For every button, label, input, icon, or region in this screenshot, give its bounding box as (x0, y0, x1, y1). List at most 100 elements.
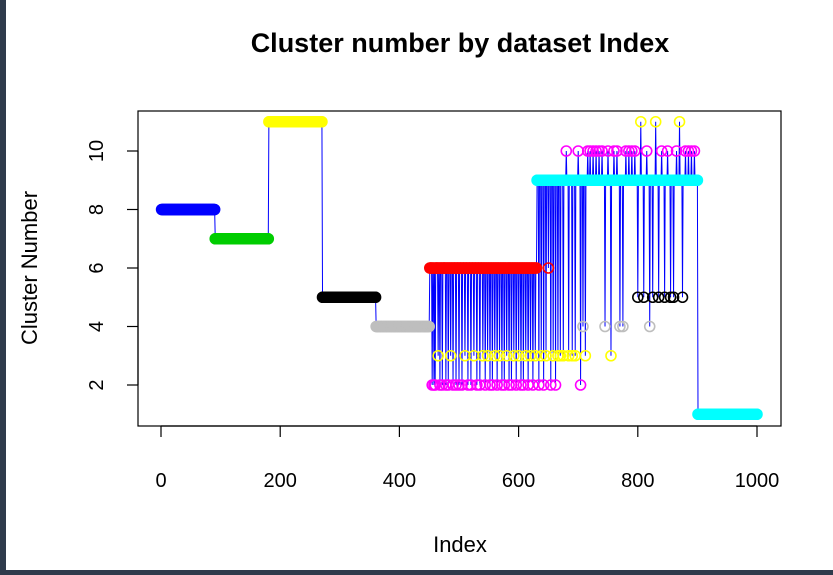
data-point (605, 349, 617, 362)
data-point (542, 262, 555, 274)
data-point (620, 145, 632, 157)
data-point (631, 291, 644, 304)
data-point (477, 349, 489, 362)
x-tick-label: 800 (621, 470, 654, 492)
data-point (481, 349, 494, 362)
data-point (537, 379, 550, 391)
data-point (646, 291, 659, 304)
data-point (562, 349, 575, 362)
data-point (608, 145, 620, 157)
data-point (574, 379, 587, 391)
data-point (637, 291, 650, 304)
data-point (459, 349, 471, 362)
data-point (488, 349, 501, 362)
y-tick-label: 4 (86, 321, 108, 332)
x-tick-label: 200 (264, 470, 297, 492)
data-point (643, 320, 656, 333)
x-tick-label: 600 (502, 470, 535, 492)
x-tick-label: 0 (155, 470, 166, 492)
data-point (369, 291, 382, 304)
data-point (599, 320, 611, 333)
data-point (508, 349, 520, 362)
data-point (447, 379, 459, 391)
data-point (316, 115, 328, 128)
data-point (587, 145, 599, 157)
data-point (432, 349, 444, 362)
x-tick-label: 400 (383, 470, 416, 492)
data-point (444, 349, 457, 362)
data-point (530, 262, 543, 274)
data-point (423, 320, 436, 333)
cluster-chart: Cluster number by dataset Index 0 200 400 6… (17, 28, 782, 557)
data-point (670, 145, 683, 157)
data-point (611, 145, 623, 157)
data-point (626, 145, 638, 157)
x-axis-label: Index (433, 532, 487, 557)
data-point (471, 379, 483, 391)
data-point (682, 145, 695, 157)
data-point (602, 145, 614, 157)
data-point (566, 349, 579, 362)
data-point (493, 349, 506, 362)
data-point (544, 379, 557, 391)
data-point (533, 379, 545, 391)
data-point (590, 145, 602, 157)
y-tick-label: 10 (86, 140, 108, 162)
data-point (579, 349, 592, 362)
data-point (491, 379, 503, 391)
data-point (450, 379, 462, 391)
chart-canvas: Cluster number by dataset Index 0 200 400 6… (6, 0, 833, 570)
data-point (535, 349, 548, 362)
data-point (667, 291, 680, 304)
data-point (456, 379, 468, 391)
x-axis: 0 200 400 600 800 1000 (155, 425, 780, 492)
data-point (596, 145, 608, 157)
data-point (557, 349, 570, 362)
data-point (208, 203, 221, 216)
data-point (560, 145, 573, 157)
data-point (617, 320, 629, 333)
data-point (691, 174, 704, 187)
data-point (593, 145, 605, 157)
data-point (640, 145, 653, 157)
data-point (652, 291, 665, 304)
data-point (688, 145, 701, 157)
x-tick-label: 1000 (735, 470, 780, 492)
data-point (540, 349, 552, 362)
chart-title: Cluster number by dataset Index (251, 28, 670, 58)
y-axis: 2 4 6 8 10 (86, 140, 139, 391)
data-point (465, 379, 477, 391)
data-point (661, 145, 674, 157)
data-point (658, 291, 671, 304)
data-point (462, 379, 474, 391)
y-axis-label: Cluster Number (17, 191, 42, 345)
data-point (673, 115, 686, 128)
data-point (685, 145, 698, 157)
data-point (510, 379, 523, 391)
chart-marks (155, 115, 763, 421)
data-point (262, 232, 275, 245)
data-point (623, 145, 635, 157)
data-point (649, 115, 662, 128)
data-point (554, 349, 567, 362)
data-point (655, 145, 668, 157)
data-point (584, 145, 596, 157)
y-tick-label: 6 (86, 262, 108, 273)
data-point (634, 115, 647, 128)
y-tick-label: 2 (86, 379, 108, 390)
data-point (468, 349, 480, 362)
data-point (479, 379, 492, 391)
data-point (500, 349, 513, 362)
data-point (549, 379, 562, 391)
data-point (614, 320, 626, 333)
data-point (664, 291, 677, 304)
y-tick-label: 8 (86, 204, 108, 215)
data-point (751, 408, 763, 421)
data-point (577, 320, 589, 333)
data-point (679, 145, 692, 157)
data-point (512, 349, 525, 362)
data-point (453, 379, 465, 391)
data-point (676, 291, 689, 304)
data-point (629, 145, 641, 157)
data-point (498, 379, 511, 391)
